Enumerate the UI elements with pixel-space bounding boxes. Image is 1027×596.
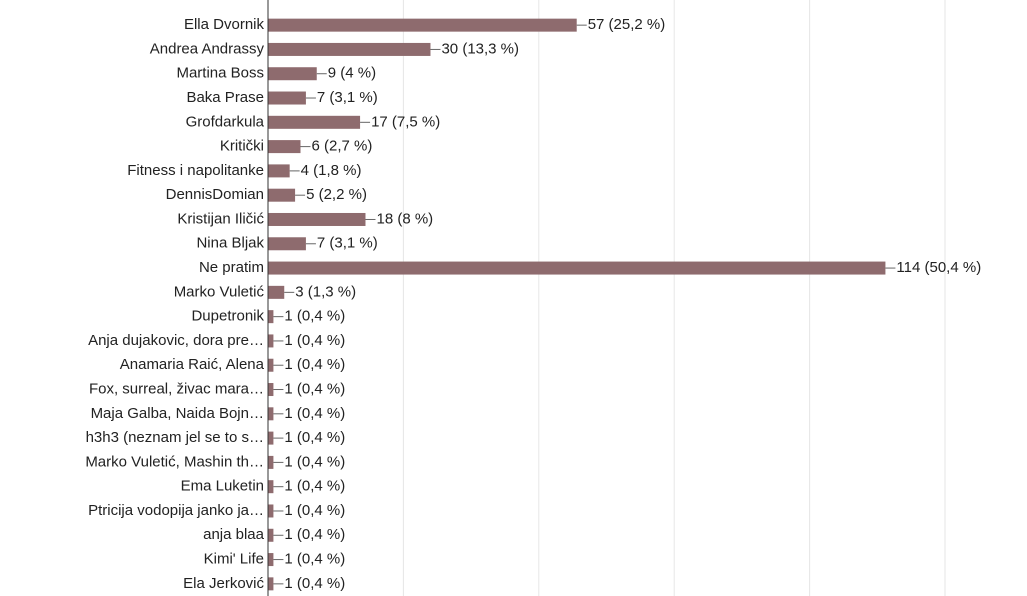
bar [268, 164, 290, 178]
y-tick-label: h3h3 (neznam jel se to s… [86, 429, 264, 446]
y-tick-label: Dupetronik [191, 308, 264, 325]
bar [268, 188, 296, 202]
y-tick-label: Ne pratim [199, 259, 264, 276]
bar [268, 528, 274, 542]
value-label: 30 (13,3 %) [441, 40, 519, 57]
bar [268, 431, 274, 445]
y-tick-label: Anja dujakovic, dora pre… [88, 332, 264, 349]
bar [268, 140, 301, 154]
y-tick-label: Marko Vuletić [174, 283, 265, 300]
bar [268, 42, 431, 56]
value-label: 1 (0,4 %) [284, 453, 345, 470]
value-label: 17 (7,5 %) [371, 113, 440, 130]
value-label: 1 (0,4 %) [284, 526, 345, 543]
value-label: 1 (0,4 %) [284, 356, 345, 373]
y-tick-label: Fox, surreal, živac mara… [89, 380, 264, 397]
y-tick-label: Baka Prase [186, 89, 264, 106]
y-tick-label: Ela Jerković [183, 575, 264, 592]
y-tick-label: Kritički [220, 138, 264, 155]
y-tick-label: Ella Dvornik [184, 16, 265, 33]
y-tick-label: Anamaria Raić, Alena [120, 356, 265, 373]
y-tick-label: Kristijan Iličić [177, 210, 264, 227]
value-label: 3 (1,3 %) [295, 283, 356, 300]
value-label: 1 (0,4 %) [284, 332, 345, 349]
y-tick-label: Ema Luketin [181, 478, 264, 495]
value-label: 57 (25,2 %) [588, 16, 666, 33]
bar [268, 310, 274, 324]
y-tick-label: Fitness i napolitanke [127, 162, 264, 179]
y-tick-label: Martina Boss [176, 65, 264, 82]
value-label: 1 (0,4 %) [284, 551, 345, 568]
bar [268, 553, 274, 567]
y-tick-label: Andrea Andrassy [150, 40, 265, 57]
y-tick-label: Kimi' Life [204, 551, 264, 568]
bar [268, 237, 306, 251]
value-label: 114 (50,4 %) [896, 259, 981, 276]
value-label: 1 (0,4 %) [284, 502, 345, 519]
bar [268, 91, 306, 105]
bar [268, 67, 317, 81]
bar [268, 383, 274, 397]
y-tick-label: Maja Galba, Naida Bojn… [91, 405, 264, 422]
value-label: 1 (0,4 %) [284, 575, 345, 592]
value-label: 6 (2,7 %) [311, 138, 372, 155]
bar [268, 115, 361, 129]
bar [268, 212, 366, 226]
value-label: 1 (0,4 %) [284, 429, 345, 446]
bar [268, 504, 274, 518]
bar [268, 358, 274, 372]
y-tick-label: Marko Vuletić, Mashin th… [85, 453, 264, 470]
value-label: 7 (3,1 %) [317, 235, 378, 252]
value-label: 5 (2,2 %) [306, 186, 367, 203]
bar [268, 261, 886, 275]
y-tick-label: Nina Bljak [196, 235, 264, 252]
value-label: 18 (8 %) [376, 210, 433, 227]
value-label: 7 (3,1 %) [317, 89, 378, 106]
bar [268, 334, 274, 348]
value-label: 1 (0,4 %) [284, 478, 345, 495]
value-label: 1 (0,4 %) [284, 405, 345, 422]
bar [268, 407, 274, 421]
y-tick-label: Ptricija vodopija janko ja… [88, 502, 264, 519]
value-label: 4 (1,8 %) [301, 162, 362, 179]
bar [268, 18, 577, 32]
y-tick-label: DennisDomian [166, 186, 264, 203]
bar [268, 285, 285, 299]
y-tick-label: Grofdarkula [186, 113, 265, 130]
value-label: 1 (0,4 %) [284, 380, 345, 397]
value-label: 1 (0,4 %) [284, 308, 345, 325]
y-tick-label: anja blaa [203, 526, 265, 543]
value-label: 9 (4 %) [328, 65, 376, 82]
bar [268, 455, 274, 469]
bar [268, 480, 274, 494]
bar [268, 577, 274, 591]
